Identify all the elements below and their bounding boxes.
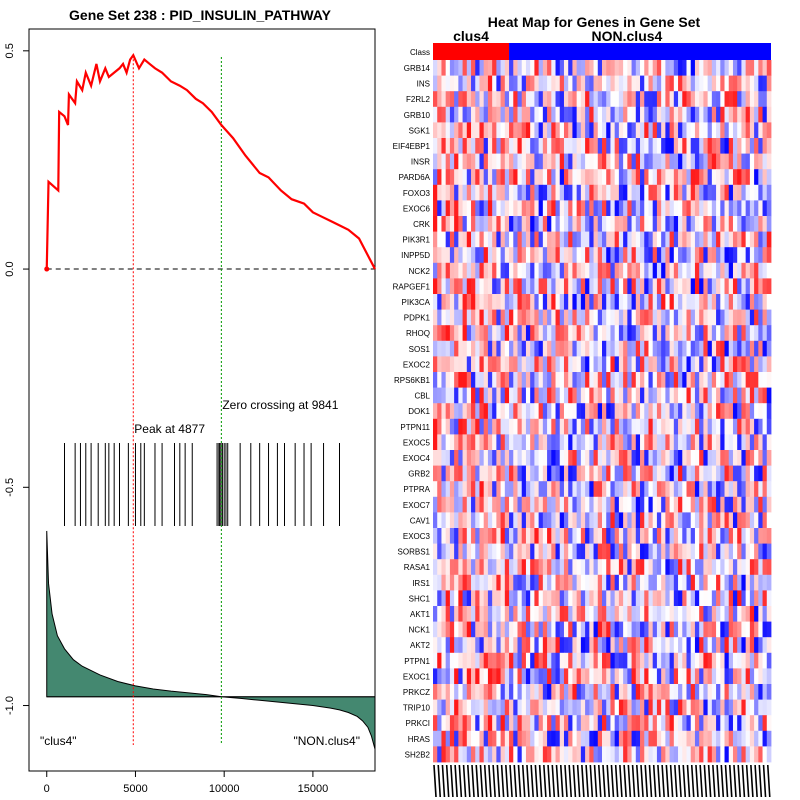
x-tick-label: 5000: [123, 783, 147, 795]
gene-label: RHOQ: [406, 329, 430, 338]
gene-label: GRB10: [404, 111, 431, 120]
class-bar-non-clus4: [509, 43, 771, 60]
gene-label: PTPN1: [404, 657, 430, 666]
y-tick-label: -0.5: [4, 478, 16, 497]
heatmap-title: Heat Map for Genes in Gene Set: [488, 14, 701, 30]
gene-label: CAV1: [410, 516, 431, 525]
gene-label: SGK1: [409, 126, 431, 135]
gene-label: EXOC6: [403, 204, 431, 213]
gene-label: PARD6A: [399, 173, 431, 182]
x-tick-label: 0: [44, 783, 50, 795]
gene-label: TRIP10: [403, 704, 431, 713]
gene-label: EXOC5: [403, 438, 431, 447]
ranked-metric-area: [46, 530, 376, 750]
gene-label: CRK: [413, 220, 431, 229]
x-axis: 0 5000 10000 15000: [44, 770, 329, 795]
peak-label: Peak at 4877: [134, 422, 205, 436]
gene-label: HRAS: [408, 735, 430, 744]
gene-label: EXOC1: [403, 672, 431, 681]
left-class-label: "clus4": [40, 734, 77, 748]
gene-label: AKT2: [410, 641, 431, 650]
gene-labels: Class GRB14 INS F2RL2 GRB10 SGK1 EIF4EBP1 INSR P…: [393, 48, 431, 759]
gene-label: RAPGEF1: [393, 282, 431, 291]
class-label-non-clus4: NON.clus4: [592, 28, 663, 44]
gene-label: EIF4EBP1: [393, 142, 431, 151]
x-tick-label: 15000: [298, 783, 329, 795]
enrichment-score-line: [45, 52, 376, 270]
zero-crossing-label: Zero crossing at 9841: [222, 398, 338, 412]
gene-label: GRB2: [408, 470, 430, 479]
heatmap-cells: [433, 60, 772, 763]
y-tick-label: 0.5: [4, 43, 16, 58]
y-tick-label: -1.0: [4, 696, 16, 715]
gene-label: IRS1: [412, 579, 430, 588]
sample-labels: [433, 764, 771, 798]
gene-label: RPS6KB1: [394, 376, 431, 385]
enrichment-plot-title: Gene Set 238 : PID_INSULIN_PATHWAY: [69, 7, 332, 23]
gene-label: CBL: [414, 392, 430, 401]
gene-label: NCK1: [409, 626, 431, 635]
gene-label: PTPRA: [403, 485, 430, 494]
gene-label: EXOC4: [403, 454, 431, 463]
gene-label: PIK3CA: [402, 298, 431, 307]
ranked-metric-fill: [46, 530, 376, 750]
gene-label: EXOC7: [403, 501, 431, 510]
gene-label: SHC1: [409, 594, 431, 603]
class-bar: [433, 43, 771, 60]
gene-label: PDPK1: [404, 314, 431, 323]
gene-label: SOS1: [409, 345, 431, 354]
gene-hit-ticks: [63, 443, 341, 526]
gene-label: SORBS1: [398, 548, 431, 557]
gene-label: DOK1: [408, 407, 430, 416]
gene-label: PTPN11: [400, 423, 430, 432]
y-axis: 0.5 0.0 -0.5 -1.0: [4, 43, 29, 715]
gene-label: PIK3R1: [402, 236, 430, 245]
gene-label: FOXO3: [403, 189, 431, 198]
enrichment-start-point: [44, 266, 50, 272]
gene-label: EXOC3: [403, 532, 431, 541]
gene-label: INSR: [411, 158, 430, 167]
class-bar-clus4: [433, 43, 510, 60]
gene-label: INPP5D: [401, 251, 430, 260]
gene-label: AKT1: [410, 610, 431, 619]
gene-label: RASA1: [404, 563, 431, 572]
gene-label: NCK2: [409, 267, 431, 276]
gene-label: PRKCI: [406, 719, 430, 728]
gene-label: EXOC2: [403, 360, 431, 369]
gene-label: F2RL2: [406, 95, 431, 104]
gene-label: INS: [417, 80, 430, 89]
class-row-label: Class: [410, 48, 430, 57]
class-label-clus4: clus4: [453, 28, 489, 44]
gene-label: GRB14: [404, 64, 431, 73]
x-tick-label: 10000: [209, 783, 240, 795]
right-class-label: "NON.clus4": [293, 734, 360, 748]
gene-label: PRKCZ: [403, 688, 430, 697]
y-tick-label: 0.0: [4, 261, 16, 276]
gene-label: SH2B2: [405, 750, 431, 759]
